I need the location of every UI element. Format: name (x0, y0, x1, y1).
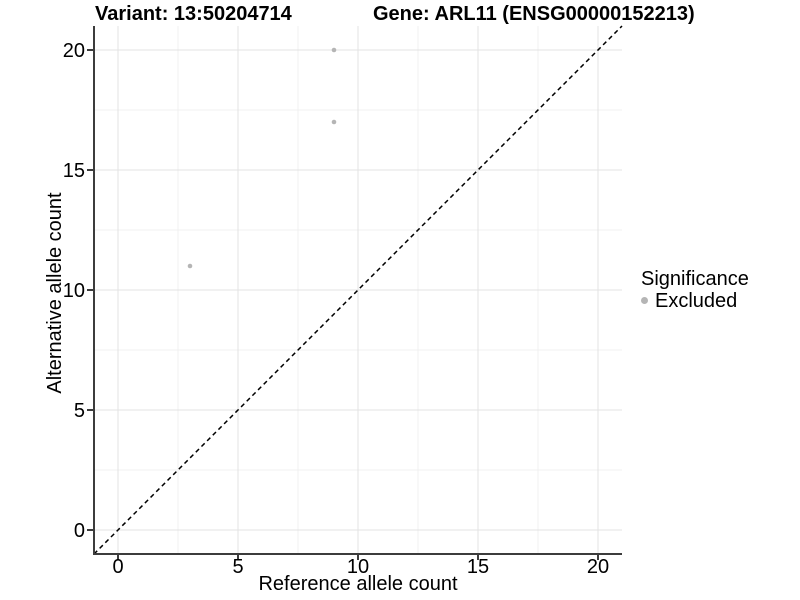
legend-entries: Excluded (641, 289, 749, 312)
data-point (331, 47, 337, 53)
legend-title: Significance (641, 268, 749, 290)
y-tick-label: 20 (63, 40, 85, 62)
legend-entry: Excluded (641, 289, 749, 312)
x-tick-label: 10 (347, 556, 369, 578)
y-tick-label: 10 (63, 280, 85, 302)
x-tick-label: 15 (467, 556, 489, 578)
data-point (187, 263, 193, 269)
legend: Significance Excluded (641, 268, 749, 312)
identity-reference-line (93, 25, 623, 555)
plot-title-variant: Variant: 13:50204714 (95, 3, 292, 25)
y-tick-label: 0 (74, 520, 85, 542)
y-axis-title: Alternative allele count (44, 192, 66, 394)
x-tick-label: 20 (587, 556, 609, 578)
data-point (331, 119, 337, 125)
y-tick-label: 15 (63, 160, 85, 182)
x-tick-label: 0 (112, 556, 123, 578)
legend-entry-label: Excluded (655, 289, 738, 312)
legend-key-dot-icon (641, 297, 648, 304)
x-axis-title: Reference allele count (258, 573, 458, 595)
plot-title-gene: Gene: ARL11 (ENSG00000152213) (373, 3, 695, 25)
y-tick-label: 5 (74, 400, 85, 422)
x-tick-label: 5 (232, 556, 243, 578)
